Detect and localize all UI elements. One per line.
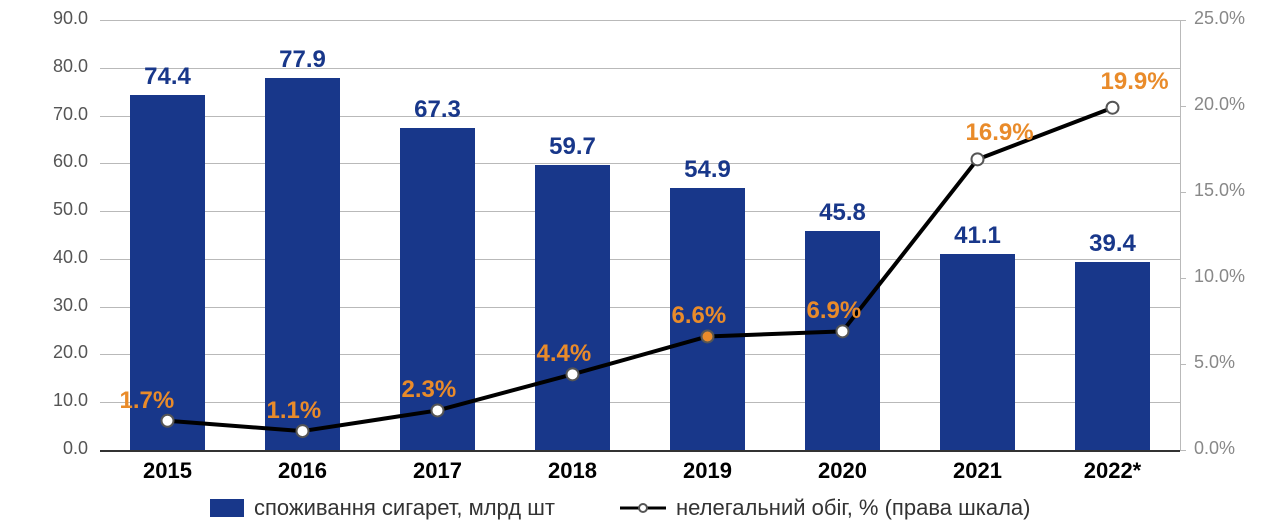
y-left-tick: 10.0 bbox=[53, 390, 88, 411]
y-left-tick: 70.0 bbox=[53, 104, 88, 125]
legend-bar-swatch bbox=[210, 499, 244, 517]
gridline bbox=[100, 307, 1180, 308]
y-right-tick-mark bbox=[1180, 106, 1186, 107]
y-left-tick: 0.0 bbox=[63, 438, 88, 459]
y-left-tick: 60.0 bbox=[53, 151, 88, 172]
gridline bbox=[100, 211, 1180, 212]
y-right-tick: 10.0% bbox=[1194, 266, 1245, 287]
y-right-tick-mark bbox=[1180, 364, 1186, 365]
y-right-tick-mark bbox=[1180, 278, 1186, 279]
category-label: 2021 bbox=[928, 458, 1028, 484]
line-value-label: 16.9% bbox=[966, 119, 1034, 147]
y-left-tick: 80.0 bbox=[53, 56, 88, 77]
bar bbox=[535, 165, 609, 450]
gridline bbox=[100, 402, 1180, 403]
legend-line-label: нелегальний обіг, % (права шкала) bbox=[676, 495, 1031, 521]
category-label: 2016 bbox=[253, 458, 353, 484]
bar-value-label: 67.3 bbox=[398, 96, 478, 124]
line-value-label: 19.9% bbox=[1101, 68, 1169, 96]
bar-value-label: 39.4 bbox=[1073, 230, 1153, 258]
gridline bbox=[100, 116, 1180, 117]
y-left-tick: 20.0 bbox=[53, 342, 88, 363]
line-value-label: 6.9% bbox=[807, 297, 862, 325]
category-label: 2017 bbox=[388, 458, 488, 484]
bar bbox=[265, 78, 339, 450]
y-left-tick: 90.0 bbox=[53, 8, 88, 29]
y-left-tick: 50.0 bbox=[53, 199, 88, 220]
gridline bbox=[100, 163, 1180, 164]
bar bbox=[805, 231, 879, 450]
legend-line: нелегальний обіг, % (права шкала) bbox=[620, 495, 1031, 521]
bar-value-label: 59.7 bbox=[533, 133, 613, 161]
line-value-label: 4.4% bbox=[537, 340, 592, 368]
y-right-tick: 5.0% bbox=[1194, 352, 1235, 373]
line-value-label: 1.7% bbox=[120, 387, 175, 415]
bar-value-label: 54.9 bbox=[668, 156, 748, 184]
y-right-tick-mark bbox=[1180, 20, 1186, 21]
line-value-label: 2.3% bbox=[402, 376, 457, 404]
line-value-label: 6.6% bbox=[672, 302, 727, 330]
y-right-tick-mark bbox=[1180, 450, 1186, 451]
legend-bar-label: споживання сигарет, млрд шт bbox=[254, 495, 555, 521]
y-right-tick: 20.0% bbox=[1194, 94, 1245, 115]
bar bbox=[1075, 262, 1149, 450]
gridline bbox=[100, 450, 1180, 452]
line-value-label: 1.1% bbox=[267, 397, 322, 425]
category-label: 2020 bbox=[793, 458, 893, 484]
legend-bar: споживання сигарет, млрд шт bbox=[210, 495, 555, 521]
bar-value-label: 77.9 bbox=[263, 46, 343, 74]
category-label: 2018 bbox=[523, 458, 623, 484]
gridline bbox=[100, 259, 1180, 260]
gridline bbox=[100, 354, 1180, 355]
y-right-tick-mark bbox=[1180, 192, 1186, 193]
combo-chart: 0.0 10.0 20.0 30.0 40.0 50.0 60.0 70.0 80.0 90.0 0… bbox=[0, 0, 1280, 530]
bar-value-label: 45.8 bbox=[803, 199, 883, 227]
bar-value-label: 74.4 bbox=[128, 63, 208, 91]
y-right-axis bbox=[1180, 20, 1181, 450]
bar bbox=[940, 254, 1014, 450]
legend-line-swatch bbox=[620, 500, 666, 516]
category-label: 2022* bbox=[1063, 458, 1163, 484]
y-right-tick: 25.0% bbox=[1194, 8, 1245, 29]
y-right-tick: 15.0% bbox=[1194, 180, 1245, 201]
gridline bbox=[100, 20, 1180, 21]
y-left-tick: 30.0 bbox=[53, 295, 88, 316]
y-left-tick: 40.0 bbox=[53, 247, 88, 268]
category-label: 2015 bbox=[118, 458, 218, 484]
bar-value-label: 41.1 bbox=[938, 222, 1018, 250]
category-label: 2019 bbox=[658, 458, 758, 484]
y-right-tick: 0.0% bbox=[1194, 438, 1235, 459]
